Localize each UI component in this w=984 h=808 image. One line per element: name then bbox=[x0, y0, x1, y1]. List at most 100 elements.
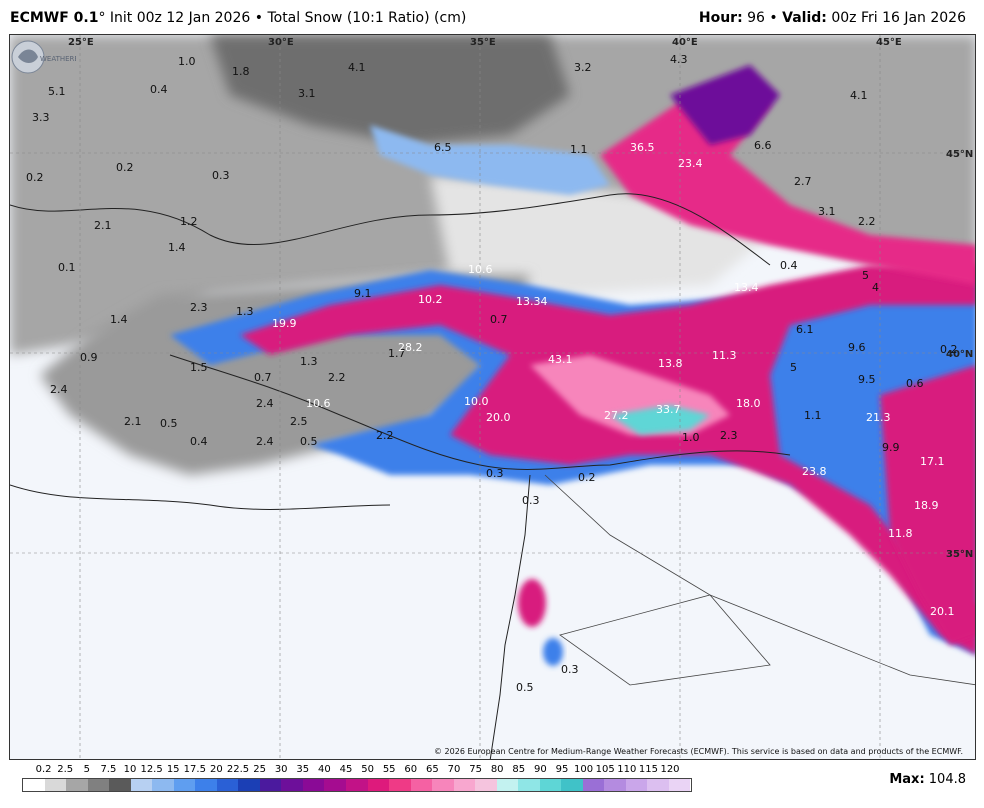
snow-value-label: 0.4 bbox=[780, 259, 798, 272]
snow-value-label: 36.5 bbox=[630, 141, 655, 154]
snow-value-label: 43.1 bbox=[548, 353, 573, 366]
bullet-1: • bbox=[254, 10, 263, 26]
valid-label: Valid: bbox=[782, 10, 827, 26]
snow-value-label: 0.2 bbox=[116, 161, 134, 174]
legend-tick: 5 bbox=[83, 764, 90, 775]
snow-value-label: 1.4 bbox=[168, 241, 186, 254]
valid-value: 00z Fri 16 Jan 2026 bbox=[831, 10, 966, 26]
snow-value-label: 2.7 bbox=[794, 175, 812, 188]
cyan-core bbox=[610, 405, 710, 435]
legend-tick: 75 bbox=[469, 764, 482, 775]
legend-tick: 40 bbox=[318, 764, 331, 775]
legend-swatch bbox=[410, 779, 433, 791]
snow-value-label: 1.2 bbox=[180, 215, 198, 228]
snow-value-label: 10.6 bbox=[306, 397, 331, 410]
lon-label-30: 30°E bbox=[268, 37, 294, 48]
snow-value-label: 5.1 bbox=[48, 85, 66, 98]
legend-swatch bbox=[518, 779, 540, 791]
snow-map: 25°E 30°E 35°E 40°E 45°E 45°N 40°N 35°N … bbox=[9, 34, 976, 760]
legend-swatch bbox=[109, 779, 131, 791]
legend-swatch bbox=[389, 779, 411, 791]
legend-tick: 12.5 bbox=[140, 764, 163, 775]
snow-value-label: 0.2 bbox=[940, 343, 958, 356]
snow-value-label: 1.8 bbox=[232, 65, 250, 78]
blue-snow-black-sea bbox=[370, 125, 610, 195]
jordan-snow-spot bbox=[543, 638, 563, 666]
snow-value-label: 3.1 bbox=[298, 87, 316, 100]
snow-value-label: 9.9 bbox=[882, 441, 900, 454]
snow-value-label: 2.5 bbox=[290, 415, 308, 428]
snow-value-label: 4.1 bbox=[348, 61, 366, 74]
snow-value-label: 0.6 bbox=[906, 377, 924, 390]
snow-value-label: 2.1 bbox=[124, 415, 142, 428]
legend-tick: 90 bbox=[534, 764, 547, 775]
legend-swatch bbox=[281, 779, 303, 791]
snow-value-label: 2.4 bbox=[256, 397, 274, 410]
legend-tick: 115 bbox=[638, 764, 658, 775]
legend-tick: 50 bbox=[361, 764, 374, 775]
snow-value-label: 2.2 bbox=[858, 215, 876, 228]
legend-tick: 85 bbox=[512, 764, 526, 775]
snow-value-label: 0.9 bbox=[80, 351, 98, 364]
border-jordan bbox=[559, 594, 771, 686]
legend-swatch bbox=[302, 779, 325, 791]
snow-value-label: 4.3 bbox=[670, 53, 688, 66]
snow-value-labels: 5.1 1.0 1.8 4.1 3.1 3.2 4.3 4.1 3.3 0.4 0.2 0.2 0.3 6… bbox=[26, 53, 958, 694]
snow-value-label: 1.4 bbox=[110, 313, 128, 326]
legend-swatch bbox=[647, 779, 669, 791]
header-right: Hour: 96 • Valid: 00z Fri 16 Jan 2026 bbox=[699, 10, 966, 26]
legend-swatch bbox=[668, 779, 691, 791]
snow-value-label: 2.4 bbox=[50, 383, 68, 396]
snow-value-label: 0.5 bbox=[160, 417, 178, 430]
legend-swatch bbox=[238, 779, 260, 791]
snow-value-label: 1.1 bbox=[570, 143, 588, 156]
snow-value-label: 2.2 bbox=[328, 371, 346, 384]
snow-value-label: 1.1 bbox=[804, 409, 822, 422]
snow-value-label: 1.3 bbox=[300, 355, 318, 368]
lon-label-40: 40°E bbox=[672, 37, 698, 48]
legend-swatch bbox=[195, 779, 217, 791]
legend-swatch bbox=[604, 779, 626, 791]
header-left: ECMWF 0.1° Init 00z 12 Jan 2026 • Total … bbox=[10, 10, 466, 26]
legend-swatch bbox=[130, 779, 153, 791]
credit-text: © 2026 European Centre for Medium-Range … bbox=[434, 747, 963, 756]
legend-tick: 10 bbox=[123, 764, 137, 775]
snow-value-label: 28.2 bbox=[398, 341, 423, 354]
legend-tick: 105 bbox=[595, 764, 615, 775]
legend-tick: 80 bbox=[490, 764, 504, 775]
snow-value-label: 9.1 bbox=[354, 287, 372, 300]
legend-tick: 30 bbox=[274, 764, 288, 775]
snow-value-label: 3.1 bbox=[818, 205, 836, 218]
snow-value-label: 10.2 bbox=[418, 293, 443, 306]
levant-snow-spot bbox=[518, 579, 546, 627]
coastline-black-sea bbox=[10, 193, 771, 266]
legend-swatch bbox=[87, 779, 110, 791]
snow-value-label: 0.2 bbox=[26, 171, 44, 184]
coastline-crete-aegean bbox=[10, 484, 391, 510]
logo-text: WEATHERBELL bbox=[40, 55, 76, 63]
max-label: Max: bbox=[889, 772, 925, 787]
snow-value-label: 20.1 bbox=[930, 605, 955, 618]
snow-value-label: 10.6 bbox=[468, 263, 493, 276]
chart-header: ECMWF 0.1° Init 00z 12 Jan 2026 • Total … bbox=[0, 0, 984, 34]
snow-value-label: 19.9 bbox=[272, 317, 297, 330]
snow-value-label: 0.3 bbox=[522, 494, 540, 507]
legend-swatch bbox=[367, 779, 390, 791]
legend-bar bbox=[22, 778, 692, 792]
product-name: Total Snow (10:1 Ratio) (cm) bbox=[267, 10, 467, 26]
legend-swatch bbox=[432, 779, 454, 791]
legend-swatch bbox=[44, 779, 67, 791]
border-syria-iraq bbox=[544, 474, 975, 686]
legend-swatch bbox=[173, 779, 196, 791]
snow-value-label: 18.9 bbox=[914, 499, 939, 512]
east-snow-band bbox=[880, 365, 975, 645]
snow-value-label: 27.2 bbox=[604, 409, 629, 422]
snow-value-label: 11.8 bbox=[888, 527, 913, 540]
hour-value: 96 bbox=[747, 10, 765, 26]
snow-value-label: 0.5 bbox=[300, 435, 318, 448]
snow-value-label: 18.0 bbox=[736, 397, 761, 410]
snow-value-label: 3.2 bbox=[574, 61, 592, 74]
legend-swatch bbox=[582, 779, 605, 791]
snow-value-label: 2.2 bbox=[376, 429, 394, 442]
legend-swatch bbox=[496, 779, 519, 791]
